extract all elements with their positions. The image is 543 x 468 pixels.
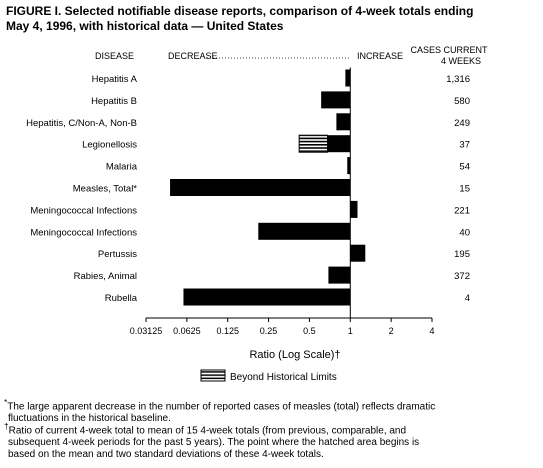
- chart-row: Meningococcal Infections 40: [30, 222, 470, 240]
- x-tick-label: 2: [389, 326, 394, 336]
- x-tick-label: 1: [348, 326, 353, 336]
- legend-label: Beyond Historical Limits: [230, 372, 337, 383]
- footnote-dagger-symbol: †: [4, 421, 9, 431]
- figure-title-line2: May 4, 1996, with historical data — Unit…: [6, 19, 284, 33]
- x-axis: 0.03125 0.0625 0.125 0.25 0.5 1 2 4: [130, 317, 435, 336]
- bar: [336, 113, 351, 131]
- bar: [321, 91, 351, 109]
- bar: [345, 69, 351, 87]
- chart-row: Meningococcal Infections 221: [30, 200, 470, 218]
- cases-value: 372: [454, 271, 470, 282]
- chart-row: Legionellosis 37: [82, 134, 470, 153]
- x-tick-label: 4: [429, 326, 434, 336]
- cases-value: 37: [459, 140, 470, 151]
- chart-row: Rubella 4: [105, 288, 470, 306]
- footnote-star-symbol: *: [4, 397, 8, 407]
- category-label: Malaria: [106, 162, 138, 173]
- bar: [350, 200, 358, 218]
- cases-value: 1,316: [446, 74, 470, 85]
- category-label: Meningococcal Infections: [30, 205, 137, 216]
- category-label: Rubella: [105, 293, 138, 304]
- legend-swatch: [200, 369, 226, 382]
- bar: [183, 288, 351, 306]
- bar: [350, 244, 366, 262]
- x-tick-label: 0.25: [260, 326, 278, 336]
- cases-value: 580: [454, 96, 470, 107]
- footnote-dagger-line2: subsequent 4-week periods for the past 5…: [8, 437, 420, 449]
- category-label: Legionellosis: [82, 140, 137, 151]
- category-label: Measles, Total*: [73, 184, 138, 195]
- category-label: Hepatitis B: [91, 96, 137, 107]
- chart-row: Measles, Total* 15: [73, 179, 470, 196]
- figure-title-line1: FIGURE I. Selected notifiable disease re…: [6, 4, 474, 18]
- category-label: Rabies, Animal: [74, 271, 137, 282]
- category-label: Meningococcal Infections: [30, 227, 137, 238]
- chart-rows: Hepatitis A 1,316 Hepatitis B 580 Hepatitis,…: [26, 67, 470, 318]
- cases-value: 195: [454, 249, 470, 260]
- header-cases-line2: 4 WEEKS: [441, 56, 481, 66]
- footnote-dagger-line1: Ratio of current 4-week total to mean of…: [8, 425, 407, 437]
- chart-row: Pertussis 195: [98, 244, 470, 262]
- cases-value: 221: [454, 205, 470, 216]
- chart-row: Hepatitis, C/Non-A, Non-B 249: [26, 113, 470, 131]
- footnote-star-line2: fluctuations in the historical baseline.: [8, 413, 171, 425]
- cases-value: 54: [459, 162, 470, 173]
- x-tick-label: 0.0625: [173, 326, 201, 336]
- bar: [170, 179, 351, 196]
- x-tick-label: 0.5: [303, 326, 316, 336]
- bar: [258, 222, 351, 240]
- category-label: Hepatitis A: [92, 74, 138, 85]
- chart-row: Hepatitis A 1,316: [92, 69, 470, 87]
- footnote-dagger-line3: based on the mean and two standard devia…: [8, 449, 324, 461]
- x-axis-label: Ratio (Log Scale)†: [249, 349, 340, 361]
- bar: [328, 266, 351, 284]
- bar: [347, 157, 351, 175]
- cases-value: 40: [459, 227, 470, 238]
- cases-value: 15: [459, 184, 470, 195]
- category-label: Pertussis: [98, 249, 137, 260]
- header-disease: DISEASE: [95, 51, 134, 61]
- bar-hatched-segment: [298, 134, 329, 153]
- header-cases-line1: CASES CURRENT: [410, 45, 488, 55]
- x-tick-label: 0.03125: [130, 326, 163, 336]
- category-label: Hepatitis, C/Non-A, Non-B: [26, 118, 137, 129]
- cases-value: 4: [465, 293, 470, 304]
- figure-title: FIGURE I. Selected notifiable disease re…: [6, 4, 536, 34]
- footnote-ratio: †Ratio of current 4-week total to mean o…: [4, 420, 419, 461]
- header-decrease: DECREASE: [168, 51, 218, 61]
- chart-row: Malaria 54: [106, 157, 470, 175]
- footnote-star-line1: The large apparent decrease in the numbe…: [7, 401, 436, 413]
- legend: Beyond Historical Limits: [200, 369, 337, 383]
- chart-row: Hepatitis B 580: [91, 91, 470, 109]
- footnote-measles: *The large apparent decrease in the numb…: [4, 396, 435, 425]
- chart-row: Rabies, Animal 372: [74, 266, 470, 284]
- x-tick-label: 0.125: [216, 326, 239, 336]
- header-increase: INCREASE: [357, 51, 403, 61]
- cases-value: 249: [454, 118, 470, 129]
